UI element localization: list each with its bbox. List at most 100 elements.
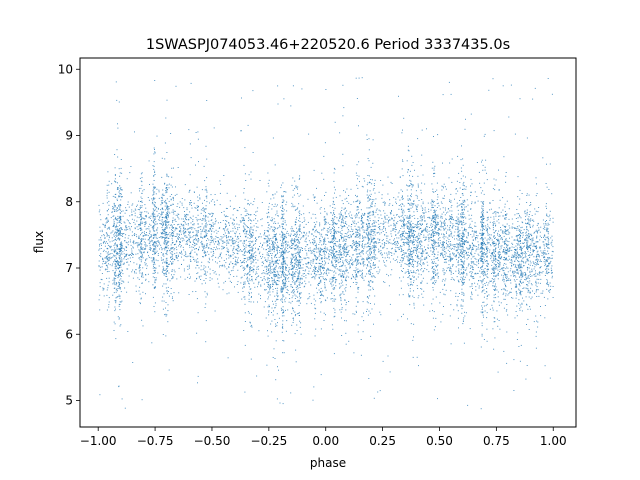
data-point	[331, 241, 333, 243]
data-point	[408, 228, 410, 230]
data-point	[285, 235, 287, 237]
data-point	[293, 279, 294, 281]
data-point	[474, 202, 476, 204]
data-point	[496, 220, 498, 222]
data-point	[228, 272, 230, 274]
data-point	[472, 243, 473, 245]
data-point	[463, 243, 465, 245]
data-point	[530, 298, 532, 300]
data-point	[411, 257, 413, 259]
data-point	[188, 129, 190, 131]
data-point	[267, 273, 269, 275]
data-point	[200, 235, 202, 237]
data-point	[463, 213, 465, 215]
data-point	[409, 275, 411, 276]
data-point	[357, 187, 359, 189]
data-point	[507, 240, 509, 242]
data-point	[163, 211, 164, 213]
data-point	[342, 84, 344, 86]
data-point	[369, 225, 371, 227]
data-point	[486, 256, 488, 258]
data-point	[157, 208, 159, 210]
data-point	[276, 274, 278, 276]
data-point	[204, 291, 206, 293]
data-point	[401, 261, 403, 263]
data-point	[154, 151, 156, 153]
data-point	[113, 234, 115, 236]
data-point	[550, 237, 552, 239]
data-point	[120, 261, 122, 263]
data-point	[295, 221, 297, 223]
data-point	[465, 176, 466, 178]
data-point	[410, 252, 412, 254]
data-point	[101, 231, 103, 233]
data-point	[180, 252, 182, 254]
data-point	[120, 257, 122, 259]
data-point	[429, 217, 431, 219]
data-point	[532, 237, 534, 239]
data-point	[537, 263, 539, 265]
data-point	[393, 239, 395, 241]
data-point	[519, 265, 521, 267]
data-point	[361, 227, 363, 229]
data-point	[410, 229, 412, 231]
data-point	[547, 78, 549, 79]
data-point	[155, 252, 157, 253]
data-point	[547, 228, 549, 230]
data-point	[489, 228, 491, 230]
data-point	[345, 240, 347, 242]
data-point	[167, 222, 169, 224]
data-point	[118, 257, 120, 258]
data-point	[175, 186, 176, 188]
data-point	[486, 211, 488, 213]
data-point	[104, 226, 106, 228]
data-point	[192, 291, 194, 293]
data-point	[175, 236, 177, 237]
data-point	[536, 246, 538, 248]
data-point	[437, 223, 439, 225]
data-point	[98, 299, 100, 301]
data-point	[450, 273, 452, 275]
data-point	[401, 250, 403, 252]
data-point	[481, 219, 483, 221]
data-point	[470, 195, 472, 197]
data-point	[414, 244, 415, 246]
data-point	[412, 244, 414, 246]
data-point	[348, 202, 350, 204]
data-point	[391, 218, 393, 220]
data-point	[180, 223, 182, 225]
data-point	[411, 193, 412, 195]
data-point	[324, 260, 326, 262]
data-point	[279, 239, 281, 241]
data-point	[497, 252, 499, 254]
data-point	[517, 238, 519, 240]
data-point	[494, 256, 496, 258]
data-point	[385, 221, 387, 223]
data-point	[217, 282, 219, 284]
data-point	[335, 196, 337, 198]
data-point	[174, 248, 176, 250]
data-point	[475, 289, 477, 291]
data-point	[166, 237, 168, 239]
data-point	[359, 233, 361, 235]
data-point	[520, 275, 522, 277]
data-point	[112, 256, 114, 258]
data-point	[522, 260, 524, 262]
data-point	[298, 305, 300, 306]
data-point	[409, 261, 411, 263]
data-point	[452, 236, 453, 238]
data-point	[380, 222, 382, 224]
data-point	[227, 232, 229, 234]
data-point	[267, 282, 269, 284]
data-point	[324, 254, 326, 256]
data-point	[519, 236, 521, 238]
data-point	[273, 206, 275, 207]
data-point	[254, 257, 256, 259]
data-point	[442, 245, 444, 246]
data-point	[433, 273, 435, 274]
data-point	[283, 352, 285, 354]
data-point	[150, 215, 152, 217]
data-point	[518, 256, 520, 258]
data-point	[267, 292, 269, 294]
data-point	[352, 229, 354, 231]
